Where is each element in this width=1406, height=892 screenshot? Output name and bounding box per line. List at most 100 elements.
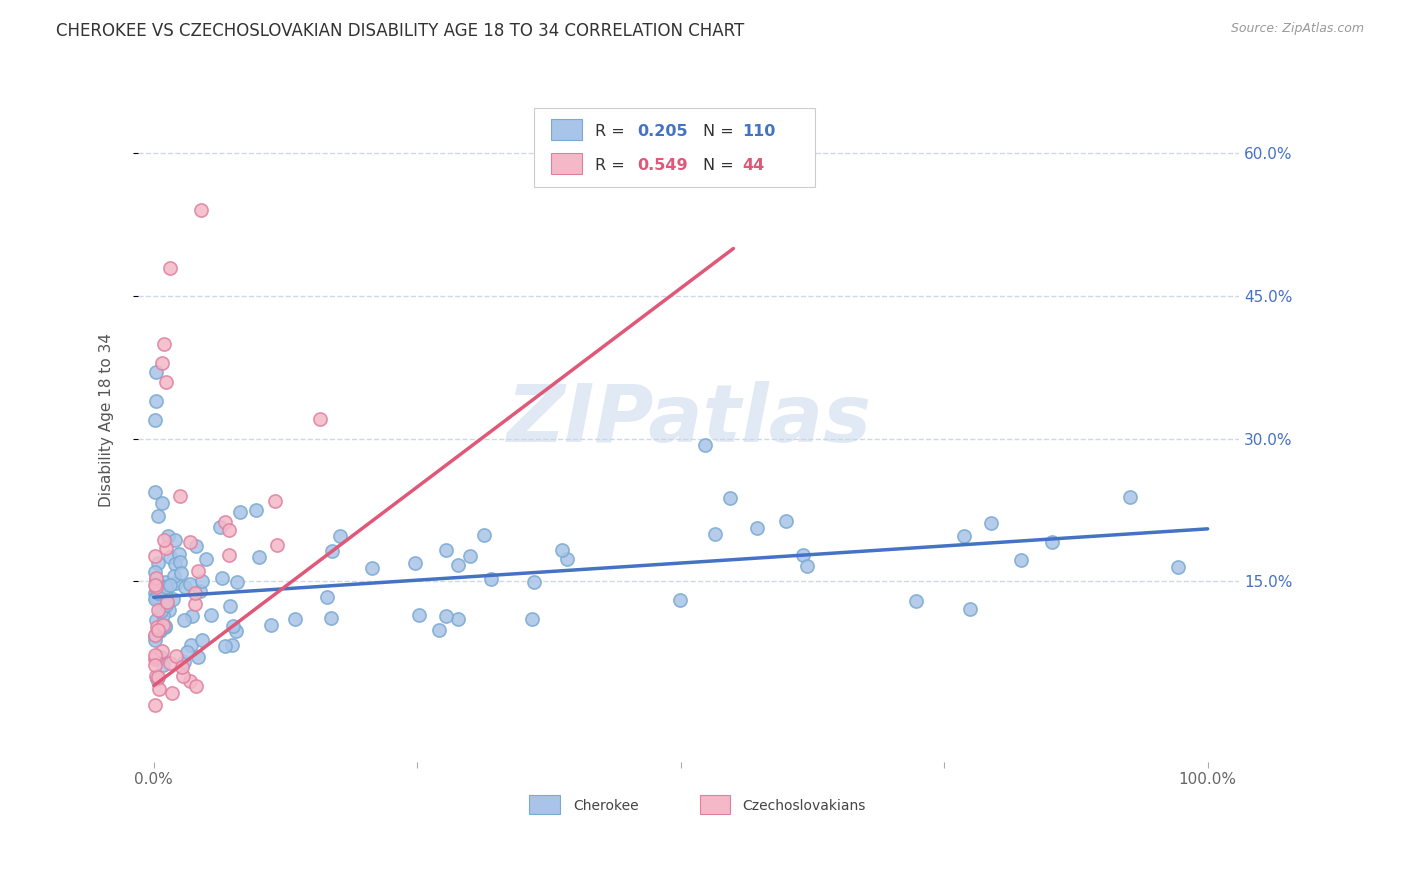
Point [155,619,177,633]
Point [427,623,450,637]
Point [284,612,307,626]
Point [153,533,176,547]
Point [150,579,173,593]
Point [184,597,207,611]
FancyBboxPatch shape [700,795,731,814]
Point [980,516,1002,530]
Point [186,539,208,553]
Point [143,648,166,663]
Point [211,571,233,585]
Point [146,670,169,684]
Point [149,624,172,639]
Y-axis label: Disability Age 18 to 34: Disability Age 18 to 34 [100,333,114,507]
Point [170,566,193,581]
Point [155,598,177,612]
Point [191,632,214,647]
Point [247,549,270,564]
FancyBboxPatch shape [551,120,582,140]
Point [153,587,176,601]
Point [143,484,166,499]
Point [156,594,179,608]
Point [263,494,285,508]
Point [155,375,177,389]
Point [145,577,167,591]
Point [146,579,169,593]
Point [173,655,195,669]
Point [1010,553,1032,567]
Point [176,644,198,658]
Point [186,679,208,693]
Point [179,673,201,688]
Point [143,698,166,712]
Point [143,652,166,666]
Point [214,639,236,653]
Point [146,603,169,617]
Point [172,669,194,683]
Text: 0.549: 0.549 [637,158,688,173]
Point [145,590,167,604]
Point [157,529,180,543]
Point [152,617,174,632]
Point [172,659,194,673]
Point [143,657,166,672]
Point [173,580,195,594]
Point [148,556,170,570]
Text: N =: N = [703,124,738,139]
Point [157,603,180,617]
Point [226,574,249,589]
Point [434,543,457,558]
Text: Source: ZipAtlas.com: Source: ZipAtlas.com [1230,22,1364,36]
Point [145,669,167,683]
Point [218,524,240,538]
Point [479,572,502,586]
Point [163,568,186,582]
Point [143,549,166,563]
Point [148,582,170,597]
Point [163,533,186,547]
Text: CHEROKEE VS CZECHOSLOVAKIAN DISABILITY AGE 18 TO 34 CORRELATION CHART: CHEROKEE VS CZECHOSLOVAKIAN DISABILITY A… [56,22,745,40]
Point [187,565,209,579]
Point [472,527,495,541]
Point [145,649,167,664]
Point [228,505,250,519]
Point [146,509,169,524]
Point [704,527,727,541]
Point [155,580,177,594]
Text: R =: R = [595,124,630,139]
Point [361,561,384,575]
Point [245,502,267,516]
Point [747,520,769,534]
Point [167,547,190,561]
Point [165,649,187,664]
Point [145,580,167,594]
Point [150,355,173,369]
FancyBboxPatch shape [529,795,560,814]
Point [1119,490,1142,504]
Point [143,586,166,600]
Point [447,558,470,572]
Point [184,586,207,600]
Point [952,528,974,542]
Point [221,638,243,652]
Point [153,336,176,351]
Point [266,538,288,552]
Point [145,571,167,585]
Point [260,617,283,632]
Point [195,552,218,566]
Point [959,602,981,616]
Point [173,613,195,627]
Point [155,596,177,610]
Point [146,624,169,639]
Point [315,590,337,604]
Point [145,620,167,634]
Point [551,543,574,558]
Point [458,549,481,564]
Point [145,613,167,627]
Point [1040,535,1063,549]
Point [329,528,352,542]
Point [159,578,181,592]
Point [209,519,232,533]
Point [1167,560,1189,574]
Point [143,632,166,647]
Point [169,555,191,569]
